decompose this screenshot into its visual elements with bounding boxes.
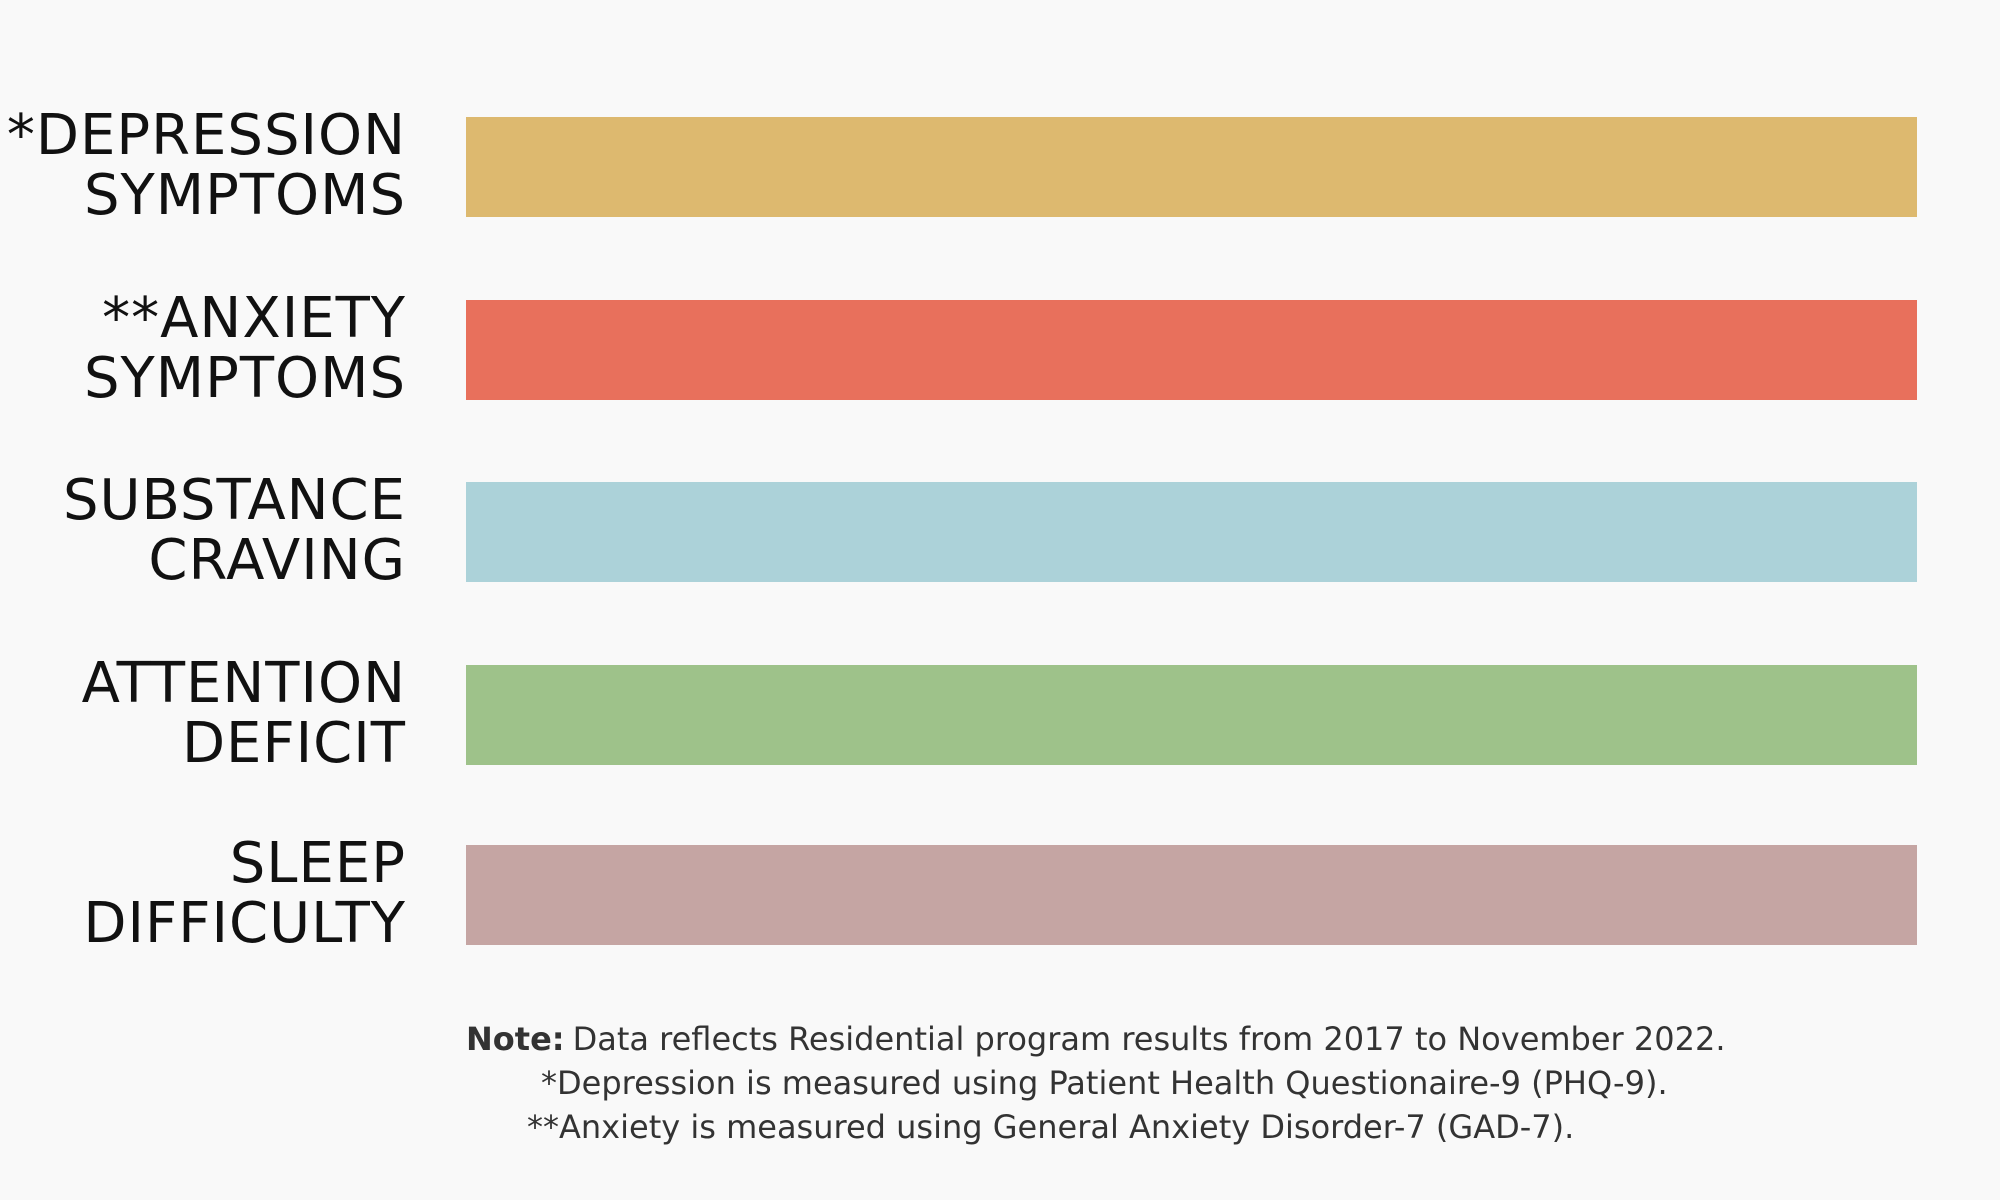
bar [466,482,1917,582]
bar-label: SUBSTANCE [63,468,406,533]
bar-label: DEFICIT [182,711,406,776]
note-heading: Note: [466,1020,565,1058]
note-line: Note: Data reflects Residential program r… [466,1020,1725,1058]
bar [466,300,1917,400]
bar [466,117,1917,217]
bar [466,665,1917,765]
bar-label: SYMPTOMS [84,163,406,228]
bar-label: **ANXIETY [102,286,406,351]
bar-label: CRAVING [148,528,406,593]
bar-label: ATTENTION [82,651,406,716]
bar-label: SYMPTOMS [84,346,406,411]
bar-label: *DEPRESSION [7,103,406,168]
note-line: *Depression is measured using Patient He… [541,1064,1668,1102]
bar [466,845,1917,945]
bar-label: DIFFICULTY [83,891,406,956]
note-line: **Anxiety is measured using General Anxi… [527,1108,1574,1146]
bar-label: SLEEP [230,831,406,896]
note-text: Data reflects Residential program result… [573,1020,1726,1058]
